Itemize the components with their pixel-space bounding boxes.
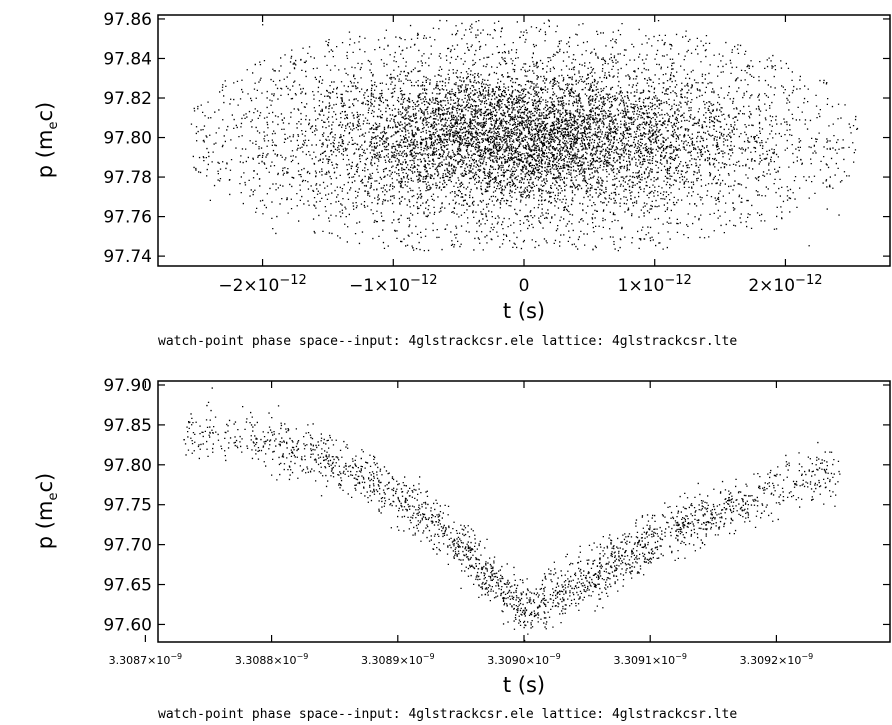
y-tick-label: 97.86 [103, 10, 152, 30]
y-axis-label: p (mec) [33, 102, 61, 178]
y-axis-label-p: p (m [33, 130, 57, 179]
y-axis-label: p (mec) [33, 473, 61, 549]
y-axis-label-sub: e [46, 493, 61, 501]
particle-points [183, 387, 840, 641]
plot-frame [158, 381, 890, 642]
x-tick-label: 3.3088×10−9 [235, 652, 309, 667]
y-tick-label: 97.65 [103, 576, 152, 596]
x-axis-ticks: 3.3087×10−9 3.3088×10−9 3.3089×10−9 3.3090×… [109, 381, 814, 667]
y-tick-label: 97.76 [103, 208, 152, 228]
y-tick-label: 97.90 [103, 376, 152, 396]
y-axis-ticks: 97.60 97.65 97.70 97.75 97.80 97.85 97.90 [103, 376, 890, 635]
x-tick-label: 3.3087×10−9 [109, 652, 183, 667]
y-axis-label-c: c) [33, 102, 57, 122]
y-tick-label: 97.74 [103, 247, 152, 267]
y-axis-label-c: c) [33, 473, 57, 493]
x-tick-label: 3.3090×10−9 [487, 652, 561, 667]
y-tick-label: 97.80 [103, 129, 152, 149]
scatter-points [183, 387, 840, 641]
phase-space-plot-bottom: 97.60 97.65 97.70 97.75 97.80 97.85 97.90 3.30… [33, 376, 890, 722]
y-tick-label: 97.70 [103, 536, 152, 556]
y-tick-label: 97.78 [103, 168, 152, 188]
x-tick-label: 0 [519, 276, 530, 296]
x-tick-label: −1×10−12 [349, 273, 437, 296]
x-axis-label: t (s) [503, 673, 545, 697]
y-tick-label: 97.82 [103, 89, 152, 109]
y-axis-label-p: p (m [33, 501, 57, 550]
x-tick-label: 1×10−12 [618, 273, 692, 296]
caption: watch-point phase space--input: 4glstrac… [158, 707, 737, 722]
particle-points [191, 20, 858, 252]
x-tick-label: 3.3091×10−9 [613, 652, 687, 667]
y-axis-label-sub: e [46, 122, 61, 130]
x-tick-label: 2×10−12 [748, 273, 822, 296]
x-tick-label: 3.3092×10−9 [740, 652, 814, 667]
y-tick-label: 97.60 [103, 615, 152, 635]
x-axis-label: t (s) [503, 299, 545, 323]
caption: watch-point phase space--input: 4glstrac… [158, 334, 737, 349]
scatter-points [191, 20, 858, 252]
y-tick-label: 97.85 [103, 416, 152, 436]
y-tick-label: 97.84 [103, 49, 152, 69]
y-tick-label: 97.75 [103, 496, 152, 516]
phase-space-plot-top: 97.74 97.76 97.78 97.80 97.82 97.84 97.86 −2×1… [33, 10, 890, 349]
x-tick-label: −2×10−12 [218, 273, 306, 296]
x-tick-label: 3.3089×10−9 [361, 652, 435, 667]
y-tick-label: 97.80 [103, 456, 152, 476]
